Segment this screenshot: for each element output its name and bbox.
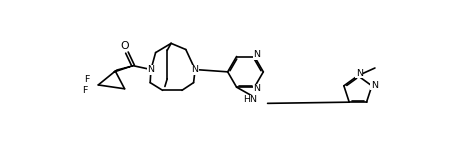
Text: N: N [253, 51, 260, 59]
Text: F: F [82, 86, 88, 95]
Text: N: N [192, 65, 198, 74]
Text: N: N [148, 65, 154, 74]
Text: N: N [253, 84, 260, 93]
Text: O: O [120, 41, 129, 51]
Text: F: F [84, 75, 89, 84]
Text: N: N [371, 80, 377, 90]
Polygon shape [114, 66, 133, 72]
Text: HN: HN [244, 95, 258, 104]
Text: N: N [356, 69, 363, 78]
